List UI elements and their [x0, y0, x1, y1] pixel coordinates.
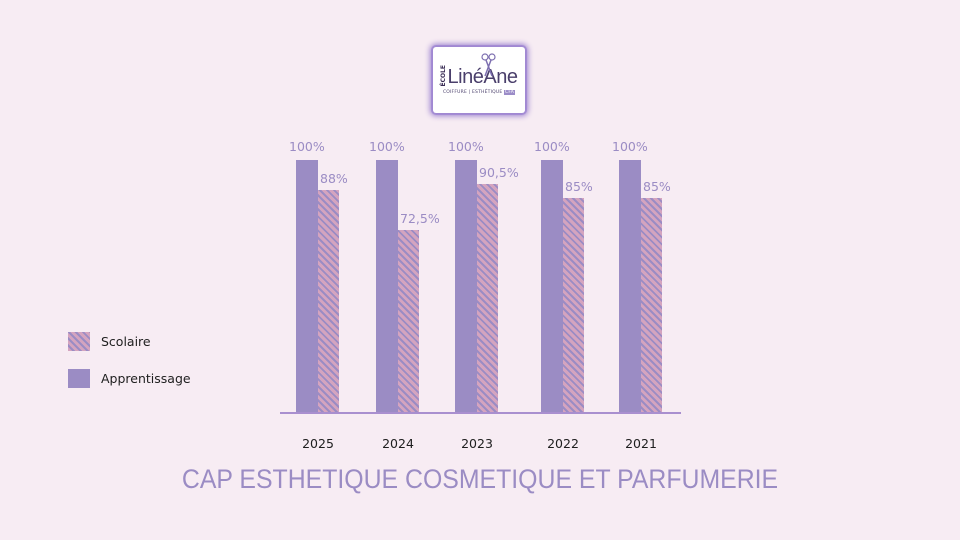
school-logo: ÉCOLE LinéAne COIFFURE | ESTHÉTIQUE CFA — [433, 47, 525, 113]
legend-item-apprentissage: Apprentissage — [68, 369, 191, 388]
bar-scolaire-2023 — [477, 184, 498, 413]
legend-item-scolaire: Scolaire — [68, 332, 151, 351]
legend-swatch-apprentissage — [68, 369, 90, 388]
x-tick-label-2024: 2024 — [382, 436, 414, 451]
value-label-apprentissage-2022: 100% — [534, 139, 570, 154]
bar-scolaire-2022 — [563, 197, 584, 413]
bar-scolaire-2025 — [318, 190, 339, 413]
bar-apprentissage-2021 — [619, 160, 641, 413]
x-tick-label-2021: 2021 — [625, 436, 657, 451]
value-label-apprentissage-2021: 100% — [612, 139, 648, 154]
legend-label-scolaire: Scolaire — [101, 334, 151, 349]
x-tick-label-2022: 2022 — [547, 436, 579, 451]
logo-subtitle-text: COIFFURE | ESTHÉTIQUE — [442, 89, 503, 95]
bar-apprentissage-2024 — [376, 160, 398, 413]
value-label-apprentissage-2024: 100% — [369, 139, 405, 154]
value-label-apprentissage-2025: 100% — [289, 139, 325, 154]
value-label-scolaire-2022: 85% — [565, 178, 593, 194]
logo-name: LinéAne — [447, 65, 518, 88]
value-label-scolaire-2021: 85% — [643, 178, 671, 194]
value-label-scolaire-2023: 90,5% — [479, 165, 519, 181]
x-tick-label-2025: 2025 — [302, 436, 334, 451]
logo-cfa-badge: CFA — [504, 89, 516, 95]
x-tick-label-2023: 2023 — [461, 436, 493, 451]
logo-wordmark: ÉCOLE LinéAne — [440, 65, 518, 88]
value-label-scolaire-2025: 88% — [320, 171, 348, 187]
legend-label-apprentissage: Apprentissage — [101, 371, 191, 386]
value-label-apprentissage-2023: 100% — [448, 139, 484, 154]
x-axis-line — [280, 412, 681, 414]
bar-scolaire-2024 — [398, 229, 419, 413]
value-label-scolaire-2024: 72,5% — [400, 210, 440, 226]
legend-swatch-scolaire — [68, 332, 90, 351]
bar-scolaire-2021 — [641, 197, 662, 413]
bar-apprentissage-2025 — [296, 160, 318, 413]
bar-apprentissage-2023 — [455, 160, 477, 413]
scissors-icon — [481, 53, 496, 77]
logo-subtitle: COIFFURE | ESTHÉTIQUE CFA — [442, 89, 516, 95]
bar-apprentissage-2022 — [541, 160, 563, 413]
chart-title: CAP ESTHETIQUE COSMETIQUE ET PARFUMERIE — [181, 464, 779, 494]
